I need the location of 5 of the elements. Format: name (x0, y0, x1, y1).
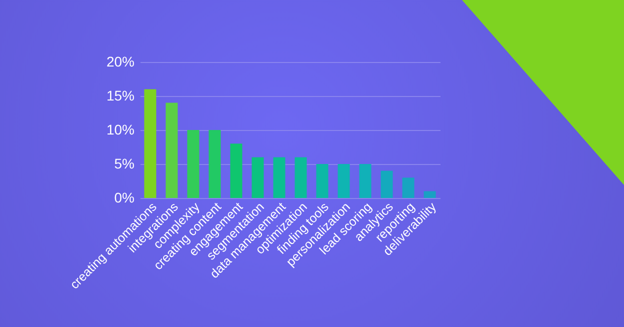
y-tick-label: 20% (106, 54, 134, 70)
y-tick-label: 0% (114, 190, 134, 206)
y-tick-label: 10% (106, 122, 134, 138)
y-tick-label: 5% (114, 156, 134, 172)
y-tick-label: 15% (106, 88, 134, 104)
